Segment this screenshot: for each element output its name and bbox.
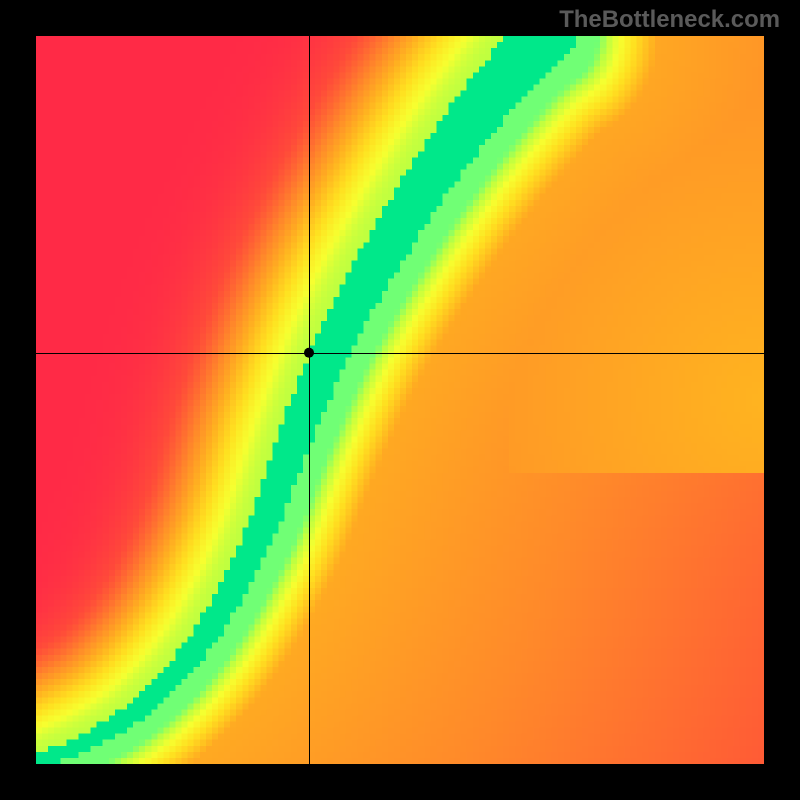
chart-container: { "canvas": { "width_px": 800, "height_p…: [0, 0, 800, 800]
watermark-text: TheBottleneck.com: [559, 6, 780, 34]
crosshair-overlay: [36, 36, 764, 764]
